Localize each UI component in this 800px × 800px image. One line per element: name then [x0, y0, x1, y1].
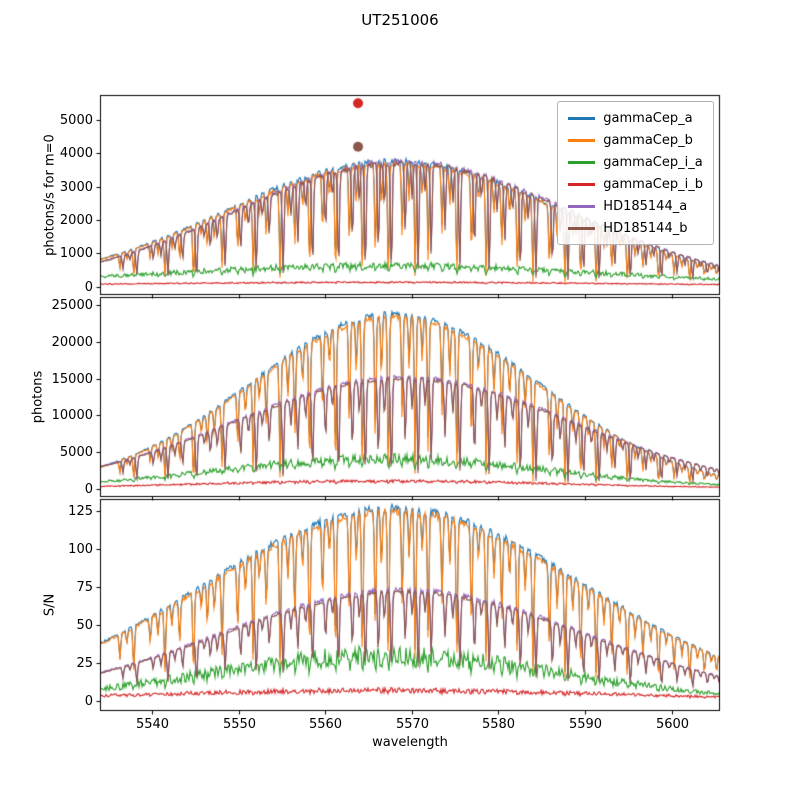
legend-line-swatch — [568, 226, 596, 230]
legend-line-swatch — [568, 182, 596, 186]
ytick-label: 20000 — [51, 334, 93, 350]
legend-line-swatch — [568, 116, 596, 120]
legend-line-swatch — [568, 138, 596, 142]
ytick-label: 0 — [84, 693, 93, 709]
legend-label: gammaCep_i_a — [603, 154, 703, 170]
legend-item: gammaCep_i_b — [568, 173, 703, 195]
ytick-label: 125 — [68, 503, 93, 519]
ytick-label: 15000 — [51, 371, 93, 387]
ytick-label: 1000 — [59, 245, 93, 261]
xtick-label: 5540 — [135, 717, 170, 732]
legend: gammaCep_a gammaCep_b gammaCep_i_a gammaCep… — [557, 101, 714, 245]
ytick-label: 4000 — [59, 145, 93, 161]
ylabel-middle: photons — [30, 370, 46, 424]
ytick-label: 100 — [68, 541, 93, 557]
figure-title: UT251006 — [361, 11, 439, 29]
ytick-label: 3000 — [59, 179, 93, 195]
ylabel-bottom: S/N — [42, 593, 58, 617]
legend-item: HD185144_a — [568, 195, 703, 217]
ytick-label: 50 — [76, 617, 93, 633]
legend-label: gammaCep_a — [603, 110, 693, 126]
legend-line-swatch — [568, 204, 596, 208]
xtick-label: 5570 — [395, 717, 430, 732]
xtick-label: 5550 — [222, 717, 257, 732]
xtick-label: 5600 — [655, 717, 690, 732]
legend-item: gammaCep_b — [568, 129, 703, 151]
xtick-label: 5560 — [308, 717, 343, 732]
ytick-label: 2000 — [59, 212, 93, 228]
legend-label: gammaCep_i_b — [603, 176, 703, 192]
ytick-label: 5000 — [59, 444, 93, 460]
ytick-label: 25 — [76, 655, 93, 671]
ytick-label: 10000 — [51, 407, 93, 423]
ytick-label: 0 — [84, 481, 93, 497]
legend-label: HD185144_a — [603, 198, 688, 214]
legend-item: gammaCep_i_a — [568, 151, 703, 173]
xtick-label: 5580 — [481, 717, 516, 732]
ytick-label: 0 — [84, 279, 93, 295]
ylabel-top: photons/s for m=0 — [42, 134, 58, 256]
legend-line-swatch — [568, 160, 596, 164]
legend-item: gammaCep_a — [568, 107, 703, 129]
legend-item: HD185144_b — [568, 217, 703, 239]
ytick-label: 75 — [76, 579, 93, 595]
xlabel: wavelength — [372, 735, 448, 750]
xtick-label: 5590 — [568, 717, 603, 732]
ytick-label: 25000 — [51, 297, 93, 313]
ytick-label: 5000 — [59, 112, 93, 128]
legend-label: gammaCep_b — [603, 132, 693, 148]
legend-label: HD185144_b — [603, 220, 688, 236]
